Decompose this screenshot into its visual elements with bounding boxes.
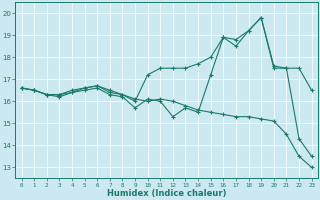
X-axis label: Humidex (Indice chaleur): Humidex (Indice chaleur) xyxy=(107,189,226,198)
